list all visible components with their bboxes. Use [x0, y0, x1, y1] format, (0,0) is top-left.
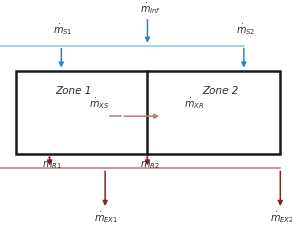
Text: $\dot{m}_{XS}$: $\dot{m}_{XS}$: [89, 97, 110, 111]
Text: $\dot{m}_{R1}$: $\dot{m}_{R1}$: [42, 156, 62, 171]
Text: Zone 1: Zone 1: [55, 86, 91, 96]
Text: $\dot{m}_{Inf}$: $\dot{m}_{Inf}$: [140, 1, 161, 16]
Text: $\dot{m}_{S1}$: $\dot{m}_{S1}$: [53, 22, 72, 37]
Text: $\dot{m}_{EX1}$: $\dot{m}_{EX1}$: [95, 210, 119, 225]
Text: $\dot{m}_{R2}$: $\dot{m}_{R2}$: [140, 156, 160, 171]
Text: $\dot{m}_{S2}$: $\dot{m}_{S2}$: [236, 22, 255, 37]
Text: $\dot{m}_{EX2}$: $\dot{m}_{EX2}$: [270, 210, 292, 225]
Text: $\dot{m}_{XR}$: $\dot{m}_{XR}$: [184, 97, 204, 111]
Text: Zone 2: Zone 2: [202, 86, 239, 96]
Bar: [16, 70, 280, 154]
